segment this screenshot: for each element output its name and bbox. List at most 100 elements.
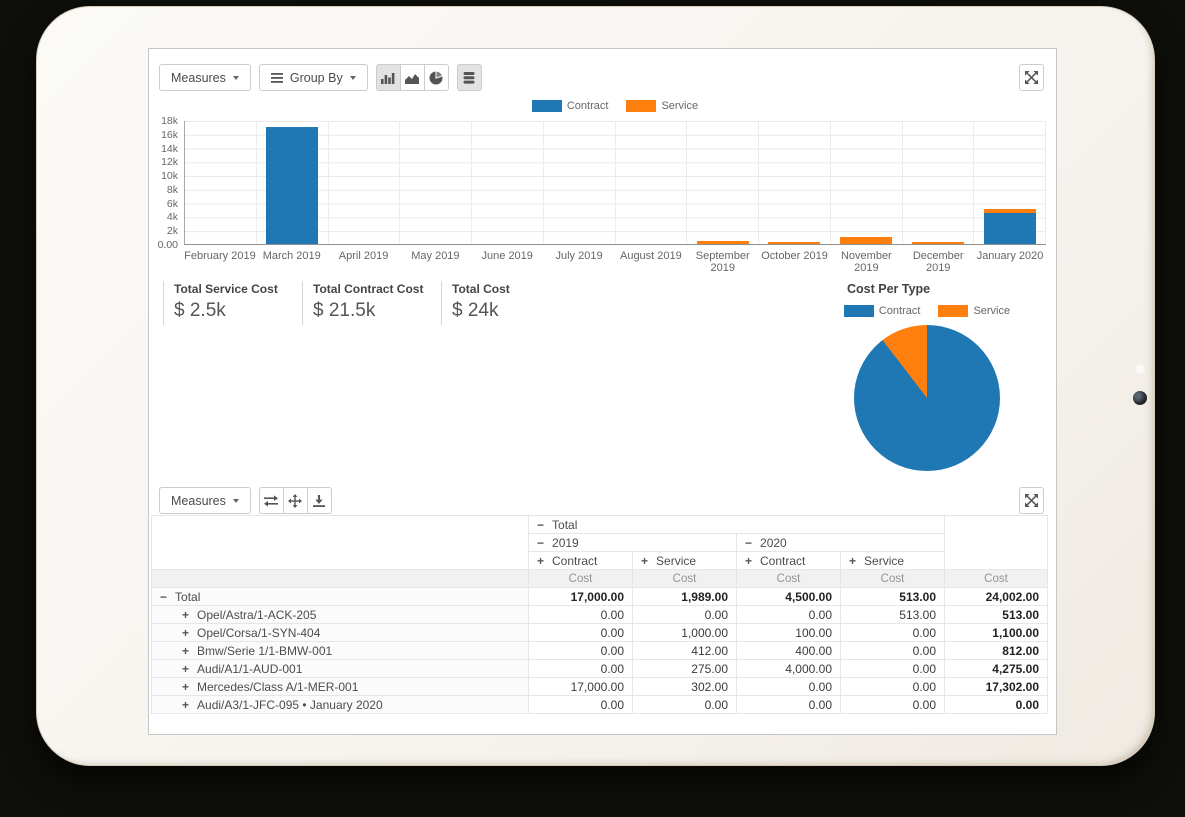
legend-label: Service: [661, 100, 699, 112]
pivot-value-cell: 4,500.00: [736, 587, 841, 606]
kpi-value: $ 2.5k: [174, 300, 226, 321]
group-by-label: Group By: [289, 70, 343, 85]
bar-segment-service[interactable]: [696, 241, 749, 244]
legend-item-contract[interactable]: Contract: [531, 100, 608, 112]
line-chart-button[interactable]: [399, 64, 425, 91]
legend-item-contract[interactable]: Contract: [843, 305, 920, 317]
pivot-colgroup-service[interactable]: + Service: [840, 551, 945, 570]
bar-segment-contract[interactable]: [983, 213, 1036, 244]
bar-chart-button[interactable]: [375, 64, 401, 91]
chevron-down-icon: [232, 76, 239, 83]
pivot-colgroup-year-2020[interactable]: −2020: [736, 533, 945, 552]
bar-segment-service[interactable]: [983, 209, 1036, 213]
pivot-value-cell: 0.00: [528, 695, 633, 714]
area-chart-icon: [405, 73, 420, 84]
bar-segment-contract[interactable]: [266, 127, 319, 244]
expand-pivot-button[interactable]: [1019, 487, 1044, 514]
x-tick-label: December 2019: [912, 250, 964, 274]
bar-stack: [768, 242, 821, 244]
pivot-measure-label: Cost: [840, 569, 945, 588]
legend-item-service[interactable]: Service: [938, 305, 1010, 317]
pivot-value-cell: 0.00: [736, 605, 841, 624]
pivot-colgroup-year-2019[interactable]: −2019: [528, 533, 737, 552]
flip-axis-icon: [264, 494, 279, 507]
table-row: + Audi/A3/1-JFC-095 • January 2020 0.00 0.0…: [151, 695, 1048, 714]
legend-swatch: [626, 100, 657, 112]
chart-type-switcher: [375, 64, 449, 91]
y-tick-label: 10k: [161, 170, 178, 183]
table-row: − Total 17,000.00 1,989.00 4,500.00 513.00 24,…: [151, 587, 1048, 606]
expand-icon: +: [182, 643, 190, 658]
table-row: + Bmw/Serie 1/1-BMW-001 0.00 412.00 400.00 0.…: [151, 641, 1048, 660]
bar-segment-service[interactable]: [911, 242, 964, 244]
bar-chart: [184, 121, 1046, 245]
pivot-row-label[interactable]: + Audi/A1/1-AUD-001: [151, 659, 529, 678]
expand-icon: +: [182, 607, 190, 622]
y-tick-label: 14k: [161, 142, 178, 155]
pivot-value-cell: 17,302.00: [944, 677, 1048, 696]
pie-chart-button[interactable]: [423, 64, 449, 91]
data-sheet-button[interactable]: [456, 64, 482, 91]
pivot-body: − Total 17,000.00 1,989.00 4,500.00 513.00 24,…: [151, 587, 1048, 714]
legend-item-service[interactable]: Service: [626, 100, 698, 112]
collapse-icon: −: [537, 535, 545, 550]
pivot-value-cell: 513.00: [840, 605, 945, 624]
legend-label: Service: [973, 305, 1011, 317]
database-icon: [463, 71, 475, 84]
pivot-value-cell: 1,000.00: [632, 623, 737, 642]
pivot-toolbar: Measures: [159, 487, 1044, 514]
x-tick-label: February 2019: [184, 250, 256, 262]
pivot-value-cell: 400.00: [736, 641, 841, 660]
chevron-down-icon: [349, 76, 356, 83]
pivot-value-cell: 0.00: [840, 659, 945, 678]
expand-icon: +: [537, 553, 545, 568]
flip-axis-button[interactable]: [258, 487, 284, 514]
pivot-row-label[interactable]: − Total: [151, 587, 529, 606]
bar-segment-service[interactable]: [768, 242, 821, 244]
pivot-row-label[interactable]: + Bmw/Serie 1/1-BMW-001: [151, 641, 529, 660]
pivot-colgroup-contract[interactable]: + Contract: [736, 551, 841, 570]
x-tick-label: January 2020: [976, 250, 1044, 262]
bar-chart-column: [185, 121, 257, 244]
download-button[interactable]: [306, 487, 332, 514]
pivot-measure-label: Cost: [632, 569, 737, 588]
pivot-row-label[interactable]: + Mercedes/Class A/1-MER-001: [151, 677, 529, 696]
bar-stack: [696, 241, 749, 244]
pivot-row-label[interactable]: + Opel/Corsa/1-SYN-404: [151, 623, 529, 642]
kpi-label: Total Contract Cost: [313, 282, 424, 296]
kpi-value: $ 24k: [452, 300, 499, 321]
expand-icon: +: [849, 553, 857, 568]
pivot-value-cell: 0.00: [736, 677, 841, 696]
kpi-value: $ 21.5k: [313, 300, 376, 321]
pivot-colgroup-contract[interactable]: + Contract: [528, 551, 633, 570]
pivot-measures-button[interactable]: Measures: [159, 487, 251, 514]
table-row: + Opel/Astra/1-ACK-205 0.00 0.00 0.00 513.00 5…: [151, 605, 1048, 624]
pivot-value-cell: 4,275.00: [944, 659, 1048, 678]
expand-all-button[interactable]: [282, 487, 308, 514]
bar-chart-y-axis: 0.00 2k 4k 6k 8k 10k 12k 14k 16k 18k: [149, 115, 180, 251]
pivot-value-cell: 17,000.00: [528, 677, 633, 696]
pivot-measure-empty-cell: [151, 569, 529, 588]
pivot-row-label[interactable]: + Audi/A3/1-JFC-095 • January 2020: [151, 695, 529, 714]
bar-chart-column: [472, 121, 544, 244]
pivot-value-cell: 0.00: [840, 695, 945, 714]
pivot-colgroup-total[interactable]: − Total: [528, 515, 945, 534]
pie-chart[interactable]: [854, 325, 1000, 471]
bar-chart-legend: Contract Service: [184, 100, 1046, 112]
bar-segment-service[interactable]: [840, 237, 893, 244]
x-tick-label: August 2019: [619, 250, 682, 262]
pivot-row-label[interactable]: + Opel/Astra/1-ACK-205: [151, 605, 529, 624]
group-by-button[interactable]: Group By: [258, 64, 368, 91]
pivot-value-cell: 100.00: [736, 623, 841, 642]
expand-chart-button[interactable]: [1019, 64, 1044, 91]
x-tick-label: June 2019: [481, 250, 533, 262]
pivot-header-row: + Contract + Service + Contract + Service: [152, 551, 1048, 570]
pivot-colgroup-service[interactable]: + Service: [632, 551, 737, 570]
bar-chart-column: [329, 121, 401, 244]
expand-icon: +: [182, 697, 190, 712]
pivot-value-cell: 302.00: [632, 677, 737, 696]
pivot-corner-cell: [151, 515, 529, 570]
measures-button[interactable]: Measures: [159, 64, 251, 91]
collapse-icon: −: [160, 589, 168, 604]
y-tick-label: 8k: [166, 183, 178, 196]
